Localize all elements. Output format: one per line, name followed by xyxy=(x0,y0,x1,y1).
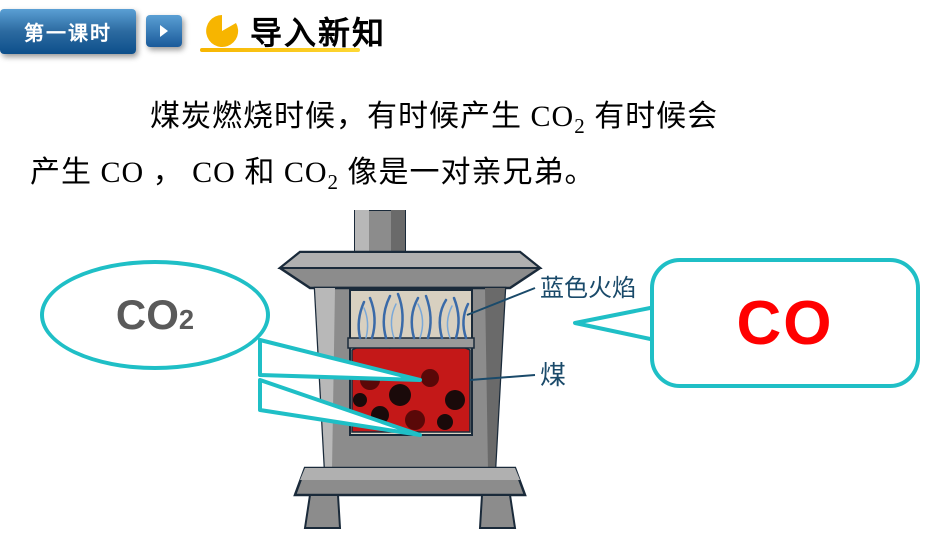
body-paragraph: 煤炭燃烧时候，有时候产生 CO2 有时候会 产生 CO ， CO 和 CO2 像… xyxy=(30,90,910,202)
co2-sub: 2 xyxy=(179,304,194,335)
co2-bubble: CO2 xyxy=(40,260,270,370)
body-line1-b: 有时候会 xyxy=(586,100,719,133)
co-bubble: CO xyxy=(650,258,920,388)
chevron-right-icon xyxy=(156,23,172,39)
pacman-icon xyxy=(202,11,242,51)
lesson-badge: 第一课时 xyxy=(0,9,136,54)
next-button[interactable] xyxy=(146,15,182,47)
body-line2-b: 像是一对亲兄弟。 xyxy=(339,156,596,189)
coal-label: 煤 xyxy=(540,355,566,392)
body-line1-a: 煤炭燃烧时候，有时候产生 CO xyxy=(150,100,574,133)
co2-text: CO xyxy=(116,291,179,338)
body-line1-sub: 2 xyxy=(574,114,586,138)
title-underline xyxy=(200,48,360,52)
co2-formula: CO2 xyxy=(116,291,194,339)
co-formula: CO xyxy=(737,288,834,359)
body-line2-sub: 2 xyxy=(328,170,340,194)
body-line2-a: 产生 CO ， CO 和 CO xyxy=(30,156,328,189)
co2-bubble-tail xyxy=(250,320,440,470)
stove-diagram: 蓝色火焰 煤 CO2 CO xyxy=(0,210,950,530)
co-bubble-tail xyxy=(570,295,660,355)
